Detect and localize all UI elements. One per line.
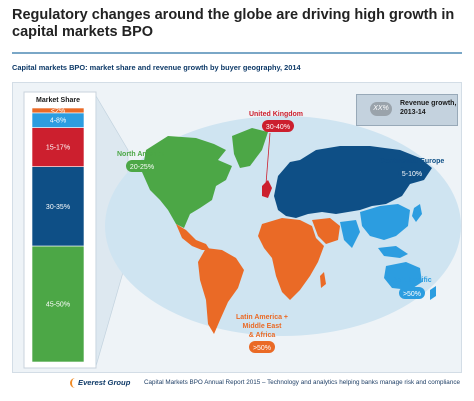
bar-label-united-kingdom: 15-17% [46, 145, 70, 152]
new-zealand-shape [430, 286, 436, 300]
legend-pill: XX% [370, 102, 392, 116]
madagascar-shape [320, 272, 326, 288]
region-label-uk: United Kingdom [249, 111, 303, 118]
greenland-shape [232, 128, 268, 168]
title-divider [12, 52, 462, 54]
footer: Everest Group Capital Markets BPO Annual… [70, 378, 470, 398]
growth-value-latam: >50% [253, 345, 271, 352]
region-label-north-america: North America [117, 151, 165, 158]
uk-shape [262, 180, 272, 198]
legend-label: Revenue growth, 2013-14 [400, 100, 457, 116]
leader-uk [265, 132, 271, 185]
east-asia-shape [360, 204, 410, 240]
everest-logo: Everest Group [70, 378, 131, 388]
europe-russia-shape [274, 146, 432, 218]
region-label-latam-line-3: & Africa [249, 332, 276, 339]
south-america-shape [198, 248, 244, 334]
region-label-latam-line-1: Latin America + [236, 314, 288, 321]
japan-shape [412, 204, 422, 222]
growth-pill-asia-pacific [399, 287, 425, 299]
market-share-title: Market Share [36, 97, 80, 104]
footer-text: Capital Markets BPO Annual Report 2015 –… [144, 379, 460, 386]
growth-value-continental-europe: 5-10% [402, 171, 422, 178]
growth-pill-continental-europe [398, 167, 426, 179]
bar-label-asia-pacific: 4-8% [50, 118, 66, 125]
growth-pill-north-america [126, 160, 158, 172]
growth-value-asia-pacific: >50% [403, 291, 421, 298]
africa-shape [258, 218, 324, 300]
region-label-continental-europe: Continental Europe [380, 158, 445, 165]
bar-label-latin-america-middle-east-africa: <2% [51, 108, 65, 115]
india-shape [340, 220, 360, 248]
chart-subtitle: Capital markets BPO: market share and re… [12, 63, 301, 72]
growth-pill-latam [249, 341, 275, 353]
bar-segment-latin-america-middle-east-africa [31, 107, 85, 114]
middle-east-shape [312, 218, 340, 244]
growth-pill-uk [262, 120, 294, 132]
region-label-latam-line-2: Middle East [243, 323, 283, 330]
australia-shape [384, 262, 422, 290]
se-asia-shape [378, 246, 408, 258]
bar-segment-north-america [31, 245, 85, 363]
region-label-asia-pacific: Asia Pacific [392, 277, 431, 284]
stacked-bar: 45-50% 30-35% 15-17% 4-8% <2% [31, 107, 85, 363]
logo-text: Everest Group [78, 378, 131, 387]
bar-segment-continental-europe [31, 166, 85, 247]
logo-swoosh-icon [70, 378, 80, 388]
bar-segment-united-kingdom [31, 127, 85, 167]
growth-value-uk: 30-40% [266, 124, 290, 131]
page-title: Regulatory changes around the globe are … [12, 7, 455, 40]
growth-value-north-america: 20-25% [130, 164, 154, 171]
bar-label-continental-europe: 30-35% [46, 204, 70, 211]
north-america-shape [142, 136, 232, 228]
central-america-shape [176, 224, 210, 250]
bar-label-north-america: 45-50% [46, 301, 70, 308]
region-labels: United Kingdom 30-40% North America 20-2… [117, 111, 444, 353]
